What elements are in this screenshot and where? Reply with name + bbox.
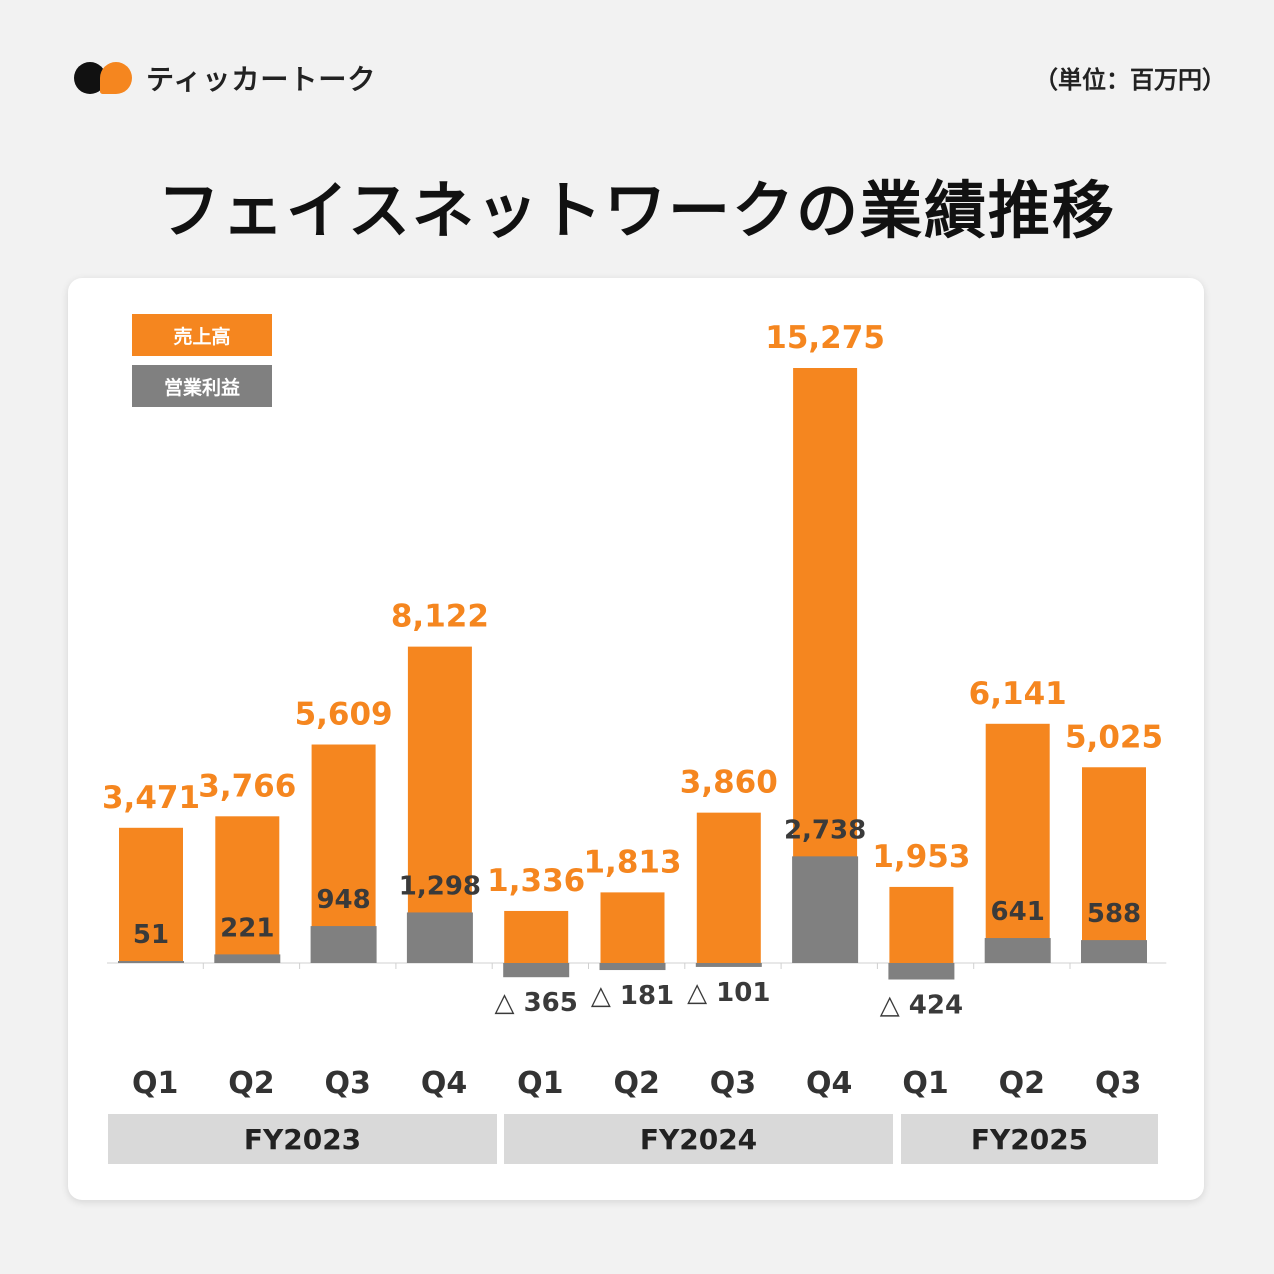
category-tick-label: Q2 xyxy=(228,1066,274,1101)
logo-mark-icon xyxy=(74,60,134,96)
operating-profit-bar xyxy=(792,856,859,963)
operating-profit-value-label: △ 365 xyxy=(495,988,578,1018)
sales-bar xyxy=(696,812,761,963)
sales-value-label: 6,141 xyxy=(969,676,1067,712)
category-tick-label: Q3 xyxy=(325,1066,371,1101)
legend-sales: 売上高 xyxy=(132,314,272,356)
sales-bar xyxy=(1082,767,1146,963)
operating-profit-bar xyxy=(888,963,955,980)
operating-profit-value-label: 1,298 xyxy=(399,871,481,901)
operating-profit-bar xyxy=(503,963,570,978)
sales-value-label: 15,275 xyxy=(765,320,885,356)
operating-profit-value-label: 221 xyxy=(220,913,274,943)
category-tick-label: Q3 xyxy=(1095,1066,1141,1101)
category-tick-label: Q1 xyxy=(517,1066,563,1101)
operating-profit-value-label: 948 xyxy=(316,885,370,915)
sales-value-label: 5,609 xyxy=(295,697,393,733)
operating-profit-bar xyxy=(984,938,1051,963)
fiscal-year-band-fy2023: FY2023 xyxy=(108,1114,497,1164)
sales-bar xyxy=(407,646,472,963)
sales-bar xyxy=(119,827,183,963)
operating-profit-bar xyxy=(1081,940,1147,963)
brand-logo: ティッカートーク xyxy=(74,58,376,98)
sales-bar xyxy=(889,886,954,963)
sales-value-label: 3,766 xyxy=(198,768,296,804)
sales-bar xyxy=(600,892,665,963)
operating-profit-bar xyxy=(599,963,666,971)
legend-operating-profit: 営業利益 xyxy=(132,365,272,407)
operating-profit-value-label: 641 xyxy=(991,897,1045,927)
category-tick-label: Q1 xyxy=(132,1066,178,1101)
sales-value-label: 3,471 xyxy=(102,780,200,816)
operating-profit-bar xyxy=(406,912,473,963)
sales-bar xyxy=(985,723,1050,963)
category-tick-label: Q4 xyxy=(806,1066,852,1101)
category-tick-label: Q2 xyxy=(999,1066,1045,1101)
chart-card: 売上高 営業利益 3,471 51 Q1 3,766 221 Q2 5,609 948 Q3 8,… xyxy=(68,278,1204,1200)
operating-profit-value-label: 588 xyxy=(1087,899,1141,929)
sales-bar xyxy=(504,910,569,963)
operating-profit-bar xyxy=(118,961,184,963)
unit-label: （単位：百万円） xyxy=(1034,66,1226,94)
sales-value-label: 1,953 xyxy=(872,839,970,875)
category-tick-label: Q4 xyxy=(421,1066,467,1101)
category-tick-label: Q2 xyxy=(613,1066,659,1101)
operating-profit-bar xyxy=(695,963,762,967)
operating-profit-value-label: △ 101 xyxy=(687,978,770,1008)
operating-profit-bar xyxy=(214,954,281,963)
category-tick-label: Q1 xyxy=(902,1066,948,1101)
brand-name: ティッカートーク xyxy=(146,63,377,96)
sales-value-label: 5,025 xyxy=(1065,719,1163,755)
category-tick-label: Q3 xyxy=(710,1066,756,1101)
sales-bar xyxy=(215,816,280,963)
sales-value-label: 8,122 xyxy=(391,599,489,635)
fiscal-year-band-fy2025: FY2025 xyxy=(901,1114,1158,1164)
sales-value-label: 3,860 xyxy=(680,765,778,801)
page-title: フェイスネットワークの業績推移 xyxy=(157,174,1117,247)
operating-profit-value-label: 2,738 xyxy=(784,815,866,845)
operating-profit-value-label: △ 181 xyxy=(591,981,674,1011)
operating-profit-value-label: 51 xyxy=(133,920,169,950)
sales-value-label: 1,813 xyxy=(583,844,681,880)
operating-profit-bar xyxy=(310,926,377,963)
fiscal-year-band-fy2024: FY2024 xyxy=(504,1114,893,1164)
operating-profit-value-label: △ 424 xyxy=(880,991,963,1021)
sales-value-label: 1,336 xyxy=(487,863,585,899)
bar-chart: 3,471 51 Q1 3,766 221 Q2 5,609 948 Q3 8,122 1,298 Q… xyxy=(102,320,1167,1101)
